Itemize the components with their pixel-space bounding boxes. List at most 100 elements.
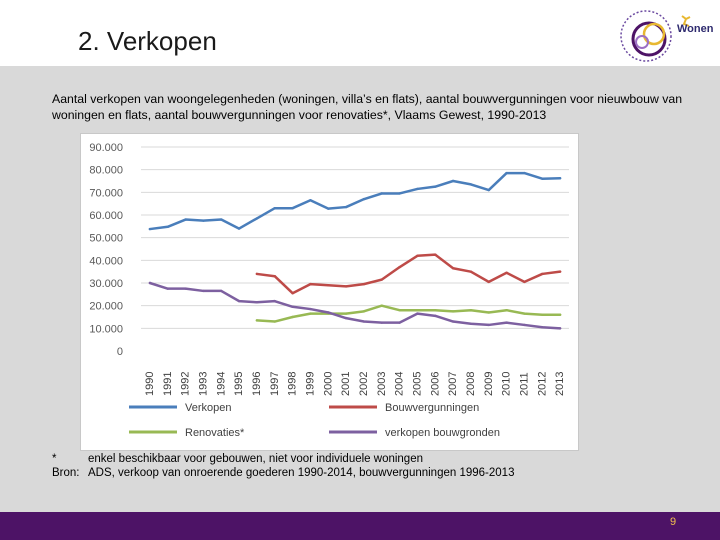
data-point-verkopen-bouwgronden bbox=[273, 299, 276, 303]
source-text: ADS, verkoop van onroerende goederen 199… bbox=[88, 467, 515, 479]
data-point-verkopen bbox=[166, 225, 169, 228]
data-point-verkopen-bouwgronden bbox=[505, 321, 508, 324]
data-point-verkopen-bouwgronden bbox=[469, 322, 473, 325]
logo-circle-gold bbox=[642, 22, 666, 46]
data-point-bouwvergunningen bbox=[255, 272, 259, 276]
data-point-verkopen-bouwgronden bbox=[451, 320, 455, 323]
data-point-verkopen-bouwgronden bbox=[184, 287, 187, 290]
data-point-renovaties bbox=[398, 309, 401, 312]
data-point-bouwvergunningen bbox=[380, 278, 383, 281]
data-point-verkopen-bouwgronden bbox=[558, 327, 562, 330]
data-point-verkopen bbox=[344, 205, 348, 209]
logo-circle-large bbox=[631, 21, 667, 57]
data-point-bouwvergunningen bbox=[434, 253, 437, 256]
x-tick-label: 2006 bbox=[429, 372, 441, 396]
x-tick-label: 2012 bbox=[536, 372, 548, 396]
x-tick-label: 1994 bbox=[215, 372, 227, 396]
data-point-bouwvergunningen bbox=[505, 271, 508, 274]
y-tick-label: 70.000 bbox=[89, 187, 123, 199]
logo-figure bbox=[681, 15, 691, 27]
data-point-verkopen bbox=[291, 207, 294, 210]
data-point-verkopen-bouwgronden bbox=[309, 307, 312, 311]
data-point-renovaties bbox=[291, 315, 294, 319]
data-point-bouwvergunningen bbox=[416, 254, 419, 257]
x-tick-label: 1993 bbox=[197, 372, 209, 396]
wonen-logo bbox=[620, 10, 691, 62]
data-point-renovaties bbox=[558, 313, 562, 316]
legend-label: Verkopen bbox=[185, 402, 231, 414]
data-point-verkopen-bouwgronden bbox=[166, 287, 169, 290]
x-tick-label: 2002 bbox=[358, 372, 370, 396]
x-tick-label: 1990 bbox=[144, 372, 156, 396]
x-tick-label: 2013 bbox=[554, 372, 566, 396]
data-point-verkopen bbox=[184, 218, 187, 221]
data-point-verkopen-bouwgronden bbox=[237, 299, 241, 303]
data-point-bouwvergunningen bbox=[362, 282, 366, 286]
y-tick-label: 30.000 bbox=[89, 278, 123, 290]
data-point-verkopen bbox=[558, 177, 562, 180]
chart-panel: 0 10.000 20.000 30.000 40.000 50.000 60.000 70.… bbox=[80, 133, 579, 451]
data-point-verkopen bbox=[255, 217, 259, 220]
data-point-verkopen-bouwgronden bbox=[202, 289, 205, 293]
y-tick-label: 50.000 bbox=[89, 233, 123, 245]
data-point-verkopen bbox=[434, 185, 437, 188]
x-tick-label: 1997 bbox=[269, 372, 281, 396]
data-point-verkopen-bouwgronden bbox=[434, 314, 437, 318]
data-point-renovaties bbox=[309, 312, 312, 315]
data-point-verkopen-bouwgronden bbox=[541, 326, 544, 329]
data-point-renovaties bbox=[469, 309, 473, 312]
page-number: 9 bbox=[670, 516, 677, 528]
legend-label: verkopen bouwgronden bbox=[385, 427, 500, 439]
x-tick-label: 2010 bbox=[501, 372, 513, 396]
data-point-verkopen bbox=[220, 218, 223, 221]
data-point-renovaties bbox=[487, 311, 490, 314]
data-point-verkopen-bouwgronden bbox=[362, 320, 366, 323]
slide-title: 2. Verkopen bbox=[78, 26, 217, 56]
data-point-verkopen-bouwgronden bbox=[398, 321, 401, 324]
data-point-verkopen bbox=[362, 197, 366, 201]
legend-label: Renovaties* bbox=[185, 427, 245, 439]
data-point-verkopen bbox=[237, 227, 241, 230]
data-point-bouwvergunningen bbox=[273, 275, 276, 278]
data-point-verkopen bbox=[148, 227, 152, 231]
data-point-verkopen bbox=[416, 187, 419, 191]
x-tick-label: 2011 bbox=[518, 372, 530, 396]
data-point-verkopen bbox=[327, 207, 330, 210]
data-point-renovaties bbox=[380, 304, 383, 307]
y-tick-label: 40.000 bbox=[89, 255, 123, 267]
data-point-verkopen bbox=[380, 192, 383, 195]
data-point-verkopen bbox=[398, 192, 401, 195]
y-tick-label: 60.000 bbox=[89, 210, 123, 222]
data-point-verkopen bbox=[541, 177, 544, 180]
data-point-verkopen bbox=[273, 207, 276, 210]
y-tick-label: 90.000 bbox=[89, 142, 123, 154]
data-point-verkopen bbox=[487, 188, 490, 192]
data-point-verkopen-bouwgronden bbox=[291, 305, 294, 308]
x-tick-label: 2009 bbox=[483, 372, 495, 396]
data-point-bouwvergunningen bbox=[558, 270, 562, 273]
data-point-renovaties bbox=[344, 312, 348, 315]
x-tick-label: 2007 bbox=[447, 372, 459, 396]
data-point-verkopen bbox=[202, 219, 205, 222]
data-point-bouwvergunningen bbox=[487, 280, 490, 284]
data-point-renovaties bbox=[523, 312, 526, 315]
x-tick-label: 1991 bbox=[162, 372, 174, 396]
data-point-bouwvergunningen bbox=[309, 282, 312, 286]
x-tick-label: 2005 bbox=[411, 372, 423, 396]
footnote-text: enkel beschikbaar voor gebouwen, niet vo… bbox=[88, 453, 423, 465]
x-tick-label: 2001 bbox=[340, 372, 352, 396]
data-point-verkopen bbox=[469, 183, 473, 186]
data-point-renovaties bbox=[541, 313, 544, 316]
logo-outer-ring bbox=[620, 10, 672, 62]
logo-text: Wonen bbox=[677, 23, 714, 35]
x-tick-label: 2008 bbox=[465, 372, 477, 396]
footer-band bbox=[0, 512, 720, 540]
y-tick-label: 80.000 bbox=[89, 165, 123, 177]
data-point-renovaties bbox=[273, 320, 276, 323]
data-point-verkopen-bouwgronden bbox=[416, 312, 419, 315]
data-point-bouwvergunningen bbox=[344, 285, 348, 288]
data-point-verkopen-bouwgronden bbox=[148, 281, 152, 285]
data-point-bouwvergunningen bbox=[327, 284, 330, 287]
x-tick-label: 2000 bbox=[322, 372, 334, 396]
data-point-bouwvergunningen bbox=[523, 280, 526, 284]
